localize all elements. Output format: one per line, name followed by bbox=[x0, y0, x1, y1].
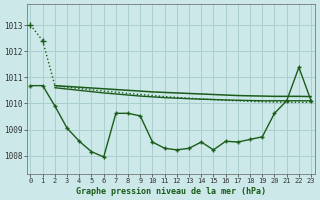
X-axis label: Graphe pression niveau de la mer (hPa): Graphe pression niveau de la mer (hPa) bbox=[76, 187, 266, 196]
